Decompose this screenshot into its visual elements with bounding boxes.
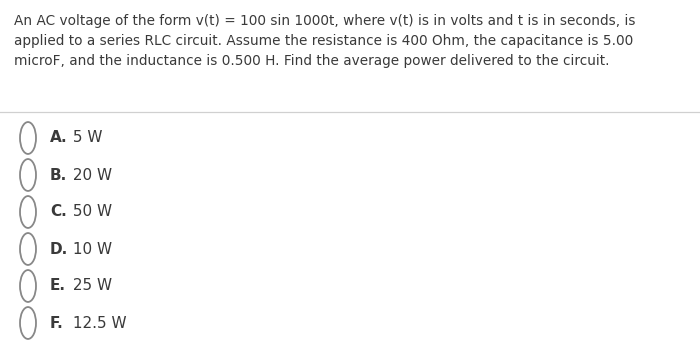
Text: 12.5 W: 12.5 W <box>68 316 127 331</box>
Text: 10 W: 10 W <box>68 241 112 257</box>
Text: B.: B. <box>50 167 67 183</box>
Text: A.: A. <box>50 131 68 146</box>
Text: C.: C. <box>50 205 66 219</box>
Text: An AC voltage of the form v(t) = 100 sin 1000t, where v(t) is in volts and t is : An AC voltage of the form v(t) = 100 sin… <box>14 14 636 68</box>
Text: 5 W: 5 W <box>68 131 102 146</box>
Text: E.: E. <box>50 278 66 293</box>
Text: 20 W: 20 W <box>68 167 112 183</box>
Text: D.: D. <box>50 241 69 257</box>
Text: 25 W: 25 W <box>68 278 112 293</box>
Text: F.: F. <box>50 316 64 331</box>
Text: 50 W: 50 W <box>68 205 112 219</box>
